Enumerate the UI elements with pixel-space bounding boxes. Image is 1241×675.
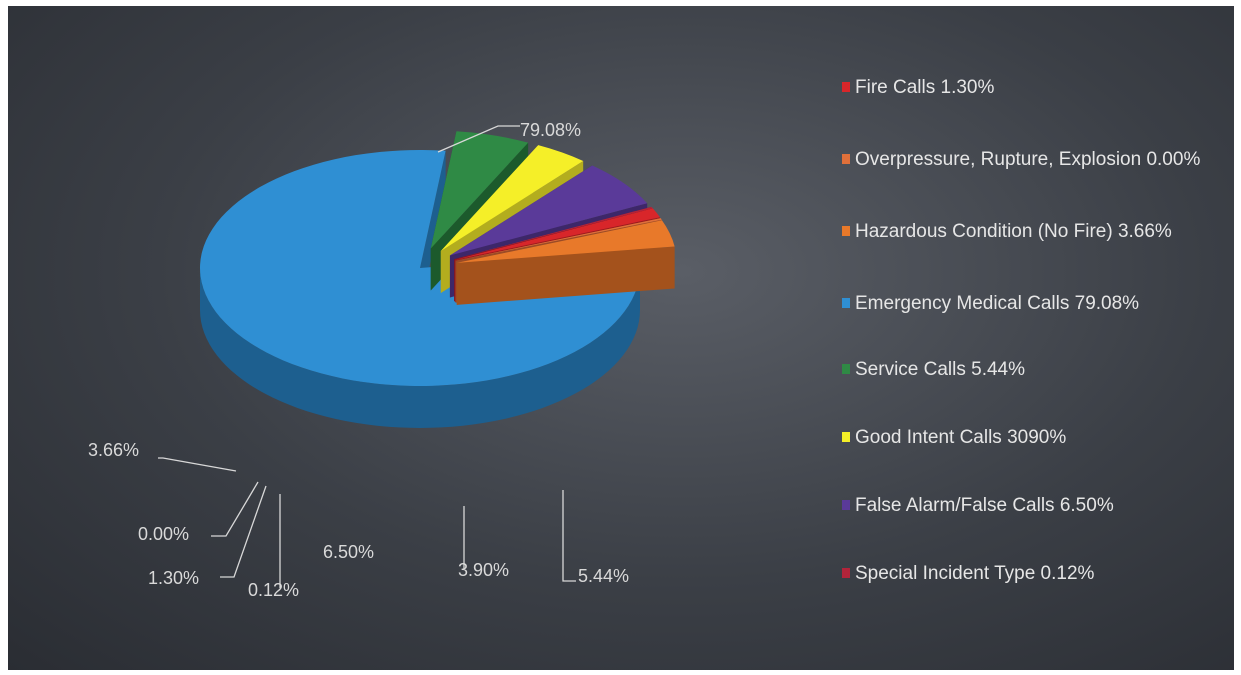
data-label: 0.00%: [138, 524, 189, 544]
legend-item: Emergency Medical Calls 79.08%: [842, 292, 1232, 316]
legend-swatch: [842, 226, 850, 236]
legend-label: False Alarm/False Calls 6.50%: [855, 495, 1114, 516]
legend-item: Good Intent Calls 3090%: [842, 426, 1232, 450]
pie-slice-wall: [456, 246, 675, 305]
legend-label: Overpressure, Rupture, Explosion 0.00%: [855, 149, 1201, 170]
pie-slice: [430, 131, 529, 249]
legend-swatch: [842, 154, 850, 164]
pie-slice: [454, 206, 653, 260]
pie-slice-side: [200, 268, 640, 428]
legend-swatch: [842, 82, 850, 92]
leader-line: [562, 490, 576, 582]
legend-label: Hazardous Condition (No Fire) 3.66%: [855, 221, 1172, 242]
chart-panel: 79.08% 5.44% 3.90% 6.50% 0.12% 1.30% 0.00% 3.66…: [8, 6, 1234, 670]
pie-slice: [454, 208, 660, 260]
data-label: 3.90%: [458, 560, 509, 580]
data-label: 5.44%: [578, 566, 629, 586]
legend-item: Hazardous Condition (No Fire) 3.66%: [842, 220, 1232, 244]
legend-label: Service Calls 5.44%: [855, 359, 1026, 380]
legend-swatch: [842, 568, 850, 578]
data-label: 3.66%: [88, 440, 139, 460]
pie-chart: 79.08% 5.44% 3.90% 6.50% 0.12% 1.30% 0.00% 3.66…: [88, 120, 675, 600]
legend-swatch: [842, 298, 850, 308]
legend-label: Fire Calls 1.30%: [855, 77, 995, 98]
legend-swatch: [842, 432, 850, 442]
legend-label: Good Intent Calls 3090%: [855, 427, 1067, 448]
legend-swatch: [842, 364, 850, 374]
legend-item: Overpressure, Rupture, Explosion 0.00%: [842, 148, 1232, 172]
legend-item: False Alarm/False Calls 6.50%: [842, 494, 1232, 518]
pie-slice: [455, 218, 662, 261]
legend-item: Fire Calls 1.30%: [842, 76, 1232, 100]
leader-line: [158, 457, 237, 472]
legend-label: Emergency Medical Calls 79.08%: [855, 293, 1140, 314]
data-label: 6.50%: [323, 542, 374, 562]
pie-slice: [449, 165, 648, 256]
leader-line: [211, 481, 259, 537]
data-label: 79.08%: [520, 120, 581, 140]
legend-item: Special Incident Type 0.12%: [842, 562, 1232, 586]
leader-line: [437, 125, 520, 153]
legend-item: Service Calls 5.44%: [842, 358, 1232, 382]
data-label: 0.12%: [248, 580, 299, 600]
leader-line: [220, 485, 267, 578]
data-label: 1.30%: [148, 568, 199, 588]
legend-label: Special Incident Type 0.12%: [855, 563, 1095, 584]
pie-slice: [200, 150, 640, 386]
legend-swatch: [842, 500, 850, 510]
pie-slice: [440, 145, 584, 251]
pie-slice: [456, 220, 675, 263]
